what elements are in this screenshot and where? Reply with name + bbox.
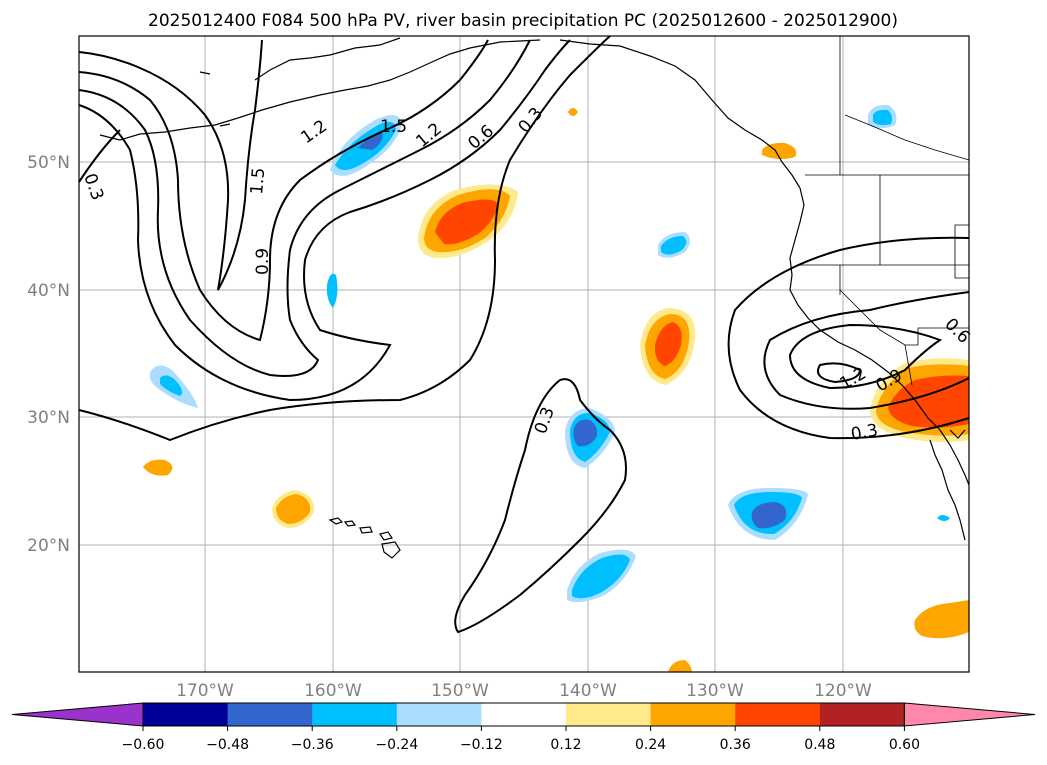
colorbar-ticks: −0.60 −0.48 −0.36 −0.24 −0.12 0.12 0.24 0.36 0.4… <box>122 726 920 753</box>
lat-label: 50°N <box>27 153 70 173</box>
lat-label: 30°N <box>27 408 70 428</box>
colorbar-extend-low <box>11 702 144 727</box>
colorbar-tick-label: 0.60 <box>889 737 920 753</box>
pv-contours <box>78 35 970 634</box>
colorbar-tick-label: −0.24 <box>375 737 418 753</box>
lon-labels: 170°W 160°W 150°W 140°W 130°W 120°W <box>176 681 872 701</box>
colorbar-segment <box>819 703 905 726</box>
lon-label: 140°W <box>559 681 617 701</box>
colorbar-tick-label: −0.12 <box>460 737 503 753</box>
colorbar-extend-high <box>903 702 1036 727</box>
figure-title: 2025012400 F084 500 hPa PV, river basin … <box>148 11 898 31</box>
lon-label: 150°W <box>431 681 489 701</box>
colorbar-tick-label: 0.36 <box>720 737 751 753</box>
lon-label: 130°W <box>686 681 744 701</box>
colorbar-segment <box>735 703 821 726</box>
lon-label: 170°W <box>176 681 234 701</box>
colorbar-tick-label: −0.48 <box>206 737 249 753</box>
colorbar-segment <box>143 703 229 726</box>
colorbar-segment <box>312 703 398 726</box>
lon-label: 120°W <box>814 681 872 701</box>
lat-label: 40°N <box>27 281 70 301</box>
contour-label: 1.5 <box>247 167 269 196</box>
lat-labels: 50°N 40°N 30°N 20°N <box>27 153 70 556</box>
contour-label: 1.5 <box>380 117 407 137</box>
contour-label: 0.9 <box>253 248 273 275</box>
colorbar-segment <box>650 703 736 726</box>
lat-label: 20°N <box>27 536 70 556</box>
colorbar-tick-label: 0.12 <box>550 737 581 753</box>
graticule <box>79 36 969 672</box>
lon-label: 160°W <box>304 681 362 701</box>
contour-label: 0.3 <box>849 421 879 445</box>
colorbar-outline <box>142 702 905 727</box>
colorbar <box>11 702 1036 727</box>
coastlines <box>99 37 970 559</box>
colorbar-tick-label: 0.24 <box>635 737 666 753</box>
colorbar-segment <box>566 703 652 726</box>
colorbar-tick-label: −0.60 <box>122 737 165 753</box>
map-frame <box>78 35 970 673</box>
colorbar-tick-label: −0.36 <box>291 737 334 753</box>
colorbar-tick-label: 0.48 <box>804 737 835 753</box>
colorbar-segment <box>227 703 313 726</box>
colorbar-segment <box>481 703 567 726</box>
colorbar-segment <box>396 703 482 726</box>
